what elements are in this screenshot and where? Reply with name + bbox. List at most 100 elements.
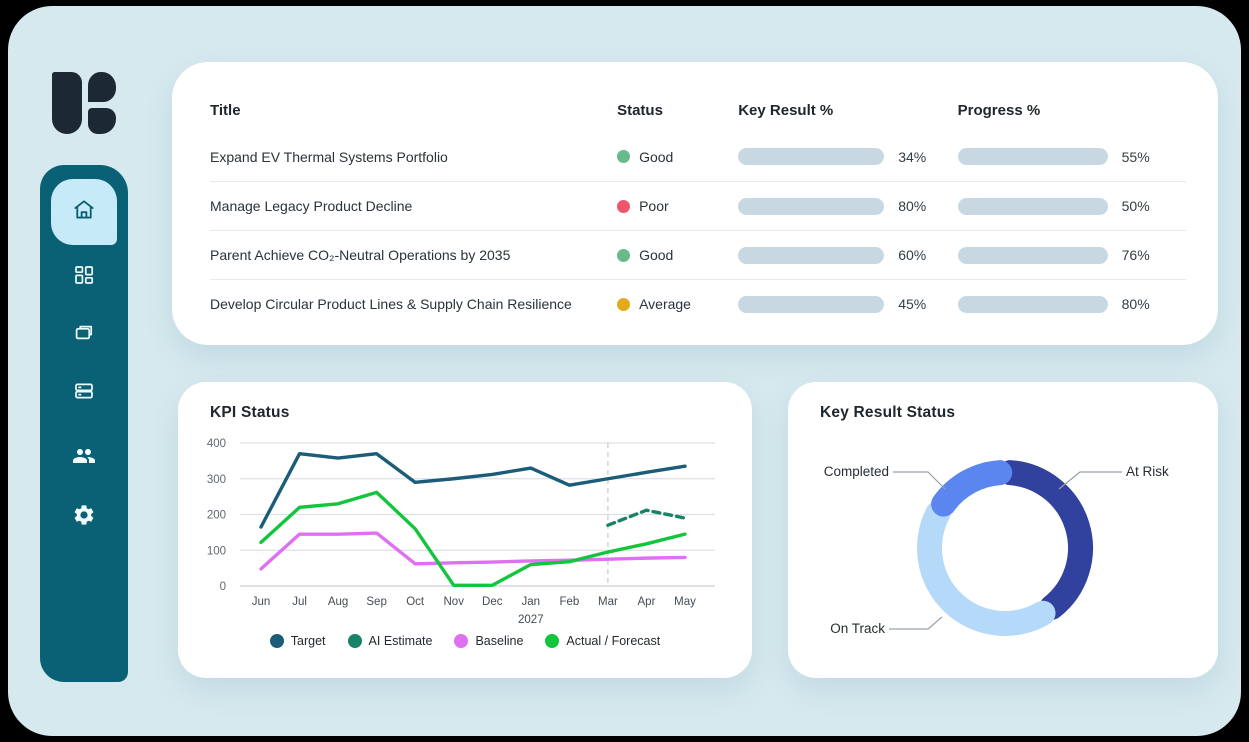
goal-title: Parent Achieve CO₂-Neutral Operations by… [210, 247, 511, 263]
gear-icon [72, 503, 96, 527]
goal-title: Manage Legacy Product Decline [210, 198, 413, 214]
status-label: Average [639, 296, 691, 312]
progress-bar [957, 246, 1108, 264]
key-result-bar [738, 295, 885, 313]
svg-text:Sep: Sep [366, 596, 386, 608]
table-row[interactable]: Develop Circular Product Lines & Supply … [210, 279, 1186, 328]
legend-item-ai-estimate[interactable]: AI Estimate [347, 634, 433, 648]
goal-title: Expand EV Thermal Systems Portfolio [210, 148, 448, 165]
kpi-chart-legend: Target AI Estimate Baseline Actual / Foreca… [178, 634, 752, 648]
svg-text:Feb: Feb [559, 596, 579, 608]
legend-label: AI Estimate [368, 634, 433, 648]
legend-label: Actual / Forecast [566, 634, 661, 648]
dashboard-grid-icon [73, 264, 95, 286]
column-header-progress: Progress % [957, 101, 1041, 119]
series-line-baseline [259, 531, 687, 571]
label-connector [889, 616, 943, 630]
label-connector [893, 471, 946, 490]
legend-item-baseline[interactable]: Baseline [454, 634, 523, 648]
donut-card-title: Key Result Status [820, 404, 956, 421]
legend-dot [454, 634, 469, 648]
team-icon [72, 444, 96, 468]
logo-shape-left [52, 72, 82, 134]
label-connector [1058, 471, 1122, 490]
progress-bar [957, 148, 1108, 165]
svg-text:Apr: Apr [638, 596, 656, 608]
svg-text:May: May [674, 596, 696, 608]
table-row[interactable]: Parent Achieve CO₂-Neutral Operations by… [210, 230, 1186, 279]
progress-value: 76% [1121, 247, 1150, 263]
key-result-value: 60% [898, 247, 927, 263]
sidebar-item-team[interactable] [40, 434, 128, 478]
status-label: Good [639, 148, 674, 165]
legend-label: Baseline [475, 634, 524, 648]
series-line-actual-forecast [259, 490, 687, 587]
logo-shape-bottom-right [88, 108, 116, 134]
legend-dot [545, 634, 560, 648]
svg-text:300: 300 [207, 474, 226, 486]
progress-bar [957, 295, 1108, 313]
status-dot [617, 297, 631, 311]
svg-text:Aug: Aug [328, 596, 348, 608]
column-header-status: Status [617, 101, 663, 119]
legend-dot [269, 634, 284, 648]
kpi-status-card: KPI Status 0 100 200 300 400 Jun Jul Aug Sep Oct N… [178, 382, 752, 678]
status-dot [617, 150, 631, 163]
sidebar [40, 165, 128, 682]
legend-label: Target [290, 634, 326, 648]
svg-text:Dec: Dec [482, 596, 503, 608]
server-icon [73, 380, 95, 402]
kpi-card-title: KPI Status [210, 404, 290, 421]
legend-item-actual-forecast[interactable]: Actual / Forecast [545, 634, 660, 648]
donut-segment-label: Completed [824, 464, 889, 479]
progress-value: 55% [1121, 148, 1150, 165]
status-label: Poor [639, 198, 669, 214]
svg-text:2027: 2027 [518, 614, 544, 626]
status-dot [617, 248, 631, 262]
status-label: Good [639, 247, 674, 263]
progress-value: 80% [1121, 296, 1150, 312]
brand-logo [52, 72, 118, 134]
donut-segment-completed[interactable] [931, 460, 1013, 517]
folders-icon [73, 322, 95, 344]
svg-text:0: 0 [220, 581, 226, 593]
status-dot [617, 199, 631, 213]
svg-text:100: 100 [207, 545, 226, 557]
legend-item-target[interactable]: Target [269, 634, 326, 648]
svg-text:Mar: Mar [598, 596, 618, 608]
sidebar-item-dashboards[interactable] [40, 253, 128, 297]
kpi-line-chart: 0 100 200 300 400 Jun Jul Aug Sep Oct Nov Dec Jan Feb… [207, 438, 715, 626]
svg-text:Jan: Jan [522, 596, 541, 608]
svg-text:Jul: Jul [292, 596, 307, 608]
key-result-bar [738, 148, 885, 165]
progress-bar [957, 197, 1108, 215]
series-line-target [259, 452, 687, 529]
key-result-value: 45% [898, 296, 927, 312]
progress-value: 50% [1121, 198, 1150, 214]
donut-segment-label: At Risk [1126, 464, 1169, 479]
svg-text:Oct: Oct [406, 596, 425, 608]
donut-segment-on-track[interactable] [917, 500, 1056, 636]
home-icon [71, 197, 97, 228]
donut-segment-label: On Track [830, 621, 885, 636]
column-header-title: Title [210, 101, 241, 119]
goals-table-card: Title Status Key Result % Progress % Exp… [172, 62, 1218, 345]
goal-title: Develop Circular Product Lines & Supply … [210, 296, 572, 312]
series-line-ai-estimate [606, 508, 687, 527]
key-result-bar [738, 197, 885, 215]
sidebar-item-settings[interactable] [40, 493, 128, 537]
goals-table-header: Title Status Key Result % Progress % [210, 88, 1186, 132]
key-result-status-card: Key Result Status At Risk On Track Complet… [788, 382, 1218, 678]
table-row[interactable]: Manage Legacy Product Decline Poor 80% 5… [210, 181, 1186, 230]
logo-shape-top-right [88, 72, 116, 102]
sidebar-item-projects[interactable] [40, 311, 128, 355]
svg-text:Nov: Nov [444, 596, 465, 608]
sidebar-item-data[interactable] [40, 369, 128, 413]
donut-segment-at-risk[interactable] [997, 460, 1093, 620]
sidebar-item-home[interactable] [51, 179, 117, 245]
legend-dot [347, 634, 362, 648]
svg-text:200: 200 [207, 510, 226, 522]
svg-text:400: 400 [207, 438, 226, 450]
key-result-bar [738, 246, 885, 264]
table-row[interactable]: Expand EV Thermal Systems Portfolio Good… [210, 132, 1186, 181]
